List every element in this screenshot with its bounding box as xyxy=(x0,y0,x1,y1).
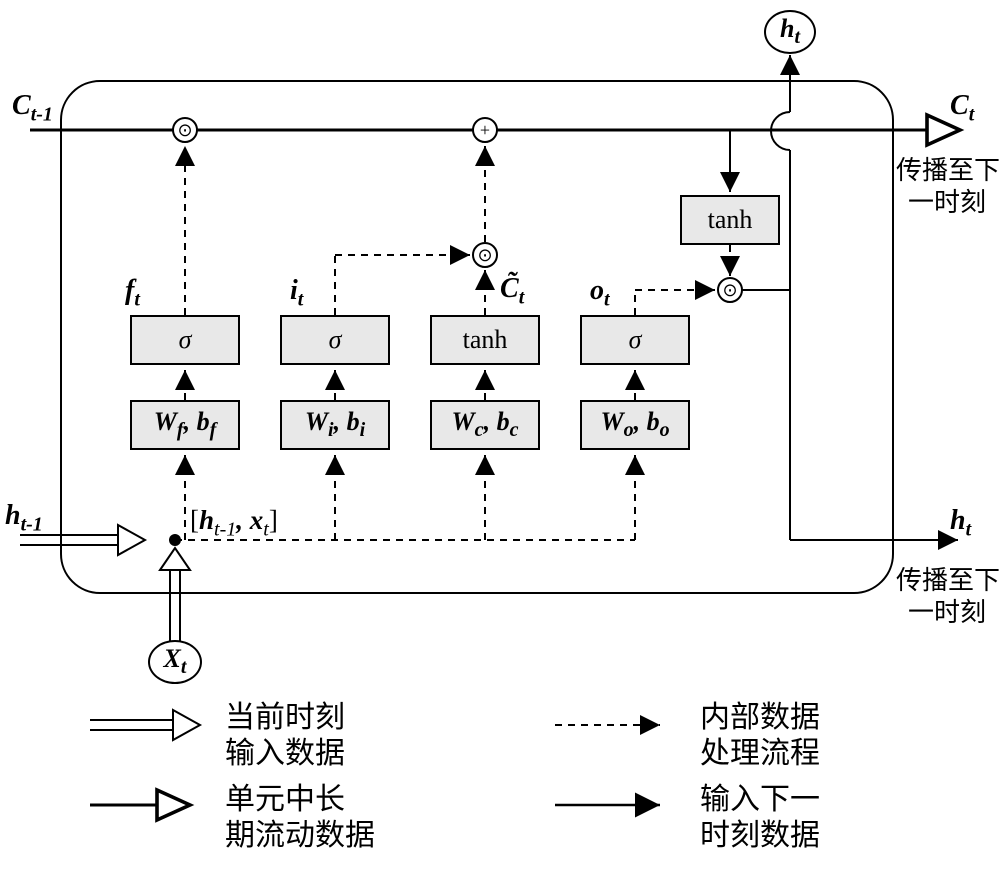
op-mul-f: ⊙ xyxy=(172,117,198,143)
box-sigma-i: σ xyxy=(280,315,390,365)
box-tanh-top: tanh xyxy=(680,195,780,245)
op-mul-ic: ⊙ xyxy=(472,242,498,268)
op-mul-oh: ⊙ xyxy=(717,277,743,303)
box-wo: Wo, bo xyxy=(580,400,690,450)
label-ft: ft xyxy=(125,275,140,312)
label-prop-c-2: 一时刻 xyxy=(908,182,986,219)
legend-3: 单元中长期流动数据 xyxy=(225,782,375,854)
box-tanh-c: tanh xyxy=(430,315,540,365)
box-wi: Wi, bi xyxy=(280,400,390,450)
box-sigma-f: σ xyxy=(130,315,240,365)
box-sigma-o: σ xyxy=(580,315,690,365)
label-c-prev: Ct-1 xyxy=(12,90,53,127)
op-add: + xyxy=(472,117,498,143)
input-xt: Xt xyxy=(148,640,202,684)
legend-2: 内部数据处理流程 xyxy=(700,700,820,772)
label-c-next: Ct xyxy=(950,90,974,127)
legend-4: 输入下一时刻数据 xyxy=(700,782,820,854)
label-ot: ot xyxy=(590,275,610,312)
label-h-prev: ht-1 xyxy=(5,500,43,537)
label-ctilde: C̃t xyxy=(500,273,524,310)
box-wf: Wf, bf xyxy=(130,400,240,450)
concat-node xyxy=(169,534,181,546)
box-wc: Wc, bc xyxy=(430,400,540,450)
legend-1: 当前时刻输入数据 xyxy=(225,700,345,772)
label-prop-h-2: 一时刻 xyxy=(908,592,986,629)
label-it: it xyxy=(290,275,303,312)
output-ht-top: ht xyxy=(764,10,816,54)
label-h-next: ht xyxy=(950,505,971,542)
concat-label: [ht-1, xt] xyxy=(190,505,278,541)
